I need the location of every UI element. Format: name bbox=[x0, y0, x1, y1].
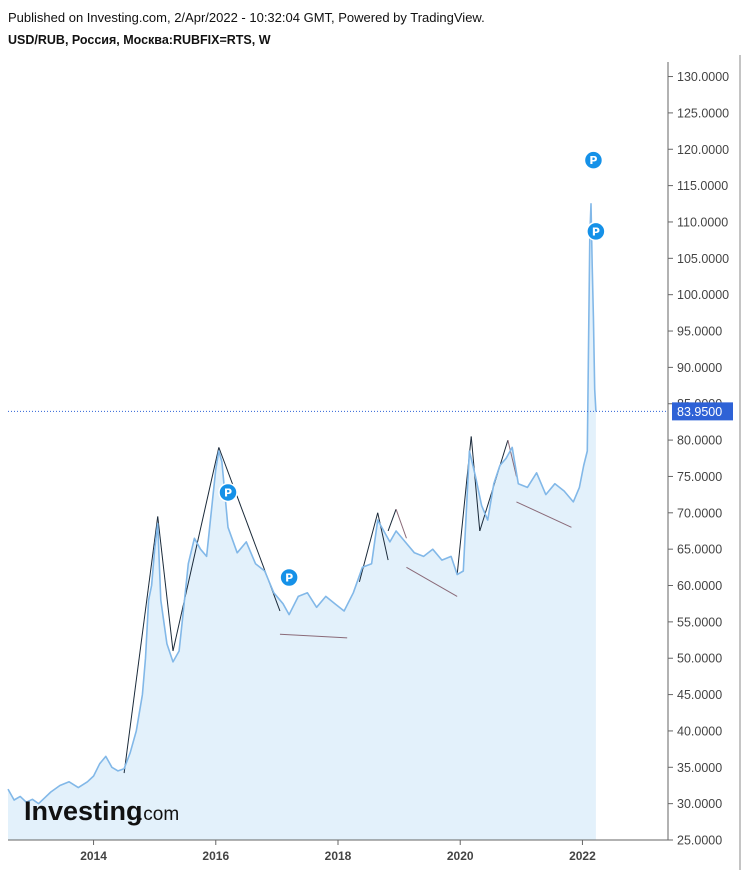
y-tick-label: 105.0000 bbox=[677, 252, 729, 266]
trend-line bbox=[516, 501, 572, 528]
x-tick-label: 2016 bbox=[202, 849, 229, 863]
p-marker-icon bbox=[279, 567, 299, 588]
y-tick-label: 65.0000 bbox=[677, 543, 722, 557]
y-tick-label: 55.0000 bbox=[677, 615, 722, 629]
trend-line bbox=[157, 516, 174, 652]
trend-line bbox=[470, 436, 481, 532]
y-tick-label: 60.0000 bbox=[677, 579, 722, 593]
y-tick-label: 100.0000 bbox=[677, 288, 729, 302]
p-marker-label: P bbox=[592, 225, 600, 238]
trend-line bbox=[377, 512, 389, 561]
x-tick-label: 2014 bbox=[80, 849, 107, 863]
trend-line bbox=[358, 512, 379, 583]
trend-lines bbox=[123, 436, 572, 774]
y-tick-label: 115.0000 bbox=[677, 179, 728, 193]
line-layer bbox=[7, 203, 597, 805]
y-tick-label: 90.0000 bbox=[677, 361, 722, 375]
y-tick-label: 30.0000 bbox=[677, 797, 722, 811]
logo-suffix: .com bbox=[138, 804, 179, 825]
trend-line bbox=[395, 509, 407, 539]
y-tick-label: 75.0000 bbox=[677, 470, 722, 484]
investing-logo: Investing .com bbox=[24, 796, 179, 826]
trend-line bbox=[123, 516, 159, 774]
y-tick-label: 125.0000 bbox=[677, 106, 729, 120]
trend-line bbox=[387, 508, 397, 532]
markers: P P P P bbox=[218, 150, 606, 588]
trend-line bbox=[507, 439, 517, 477]
price-area bbox=[8, 203, 596, 841]
axes: 130.0000 125.0000 120.0000 115.0000 110.0000… bbox=[8, 55, 741, 870]
y-tick-label: 45.0000 bbox=[677, 688, 722, 702]
p-marker-label: P bbox=[224, 486, 232, 499]
y-tick-label: 25.0000 bbox=[677, 834, 722, 848]
x-tick-label: 2022 bbox=[569, 849, 596, 863]
y-tick-label: 50.0000 bbox=[677, 652, 722, 666]
p-marker-icon bbox=[583, 150, 604, 170]
y-tick-label: 110.0000 bbox=[677, 215, 728, 229]
p-marker-icon bbox=[586, 221, 606, 242]
logo-brand: Investing bbox=[24, 796, 143, 826]
y-tick-label: 70.0000 bbox=[677, 506, 722, 520]
last-price-label: 83.9500 bbox=[677, 405, 722, 419]
x-tick-label: 2018 bbox=[325, 849, 352, 863]
p-marker-label: P bbox=[589, 154, 597, 167]
y-tick-label: 120.0000 bbox=[677, 143, 729, 157]
y-tick-label: 95.0000 bbox=[677, 325, 722, 339]
area-layer bbox=[8, 203, 596, 841]
last-price-tag bbox=[672, 402, 733, 421]
trend-line bbox=[279, 633, 348, 639]
p-marker-label: P bbox=[285, 572, 293, 585]
p-marker-icon bbox=[218, 482, 238, 503]
chart-title: USD/RUB, Россия, Москва:RUBFIX=RTS, W bbox=[8, 33, 271, 47]
trend-line bbox=[406, 566, 458, 597]
y-tick-label: 35.0000 bbox=[677, 761, 722, 775]
trend-line bbox=[172, 447, 220, 652]
published-note: Published on Investing.com, 2/Apr/2022 -… bbox=[8, 10, 485, 25]
y-tick-label: 130.0000 bbox=[677, 70, 729, 84]
price-line bbox=[7, 203, 597, 805]
y-tick-label: 40.0000 bbox=[677, 724, 722, 738]
x-tick-label: 2020 bbox=[447, 849, 474, 863]
y-tick-label: 80.0000 bbox=[677, 434, 722, 448]
